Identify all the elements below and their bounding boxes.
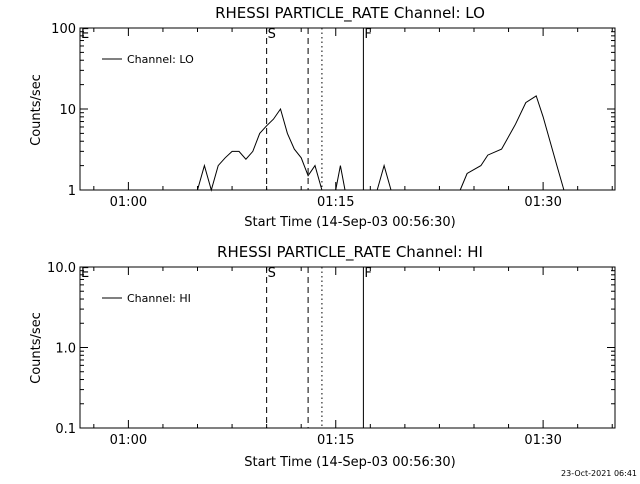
x-tick-label: 01:15 <box>317 433 354 448</box>
y-tick-label: 0.1 <box>55 422 76 437</box>
x-tick-label: 01:00 <box>110 195 147 210</box>
legend: Channel: HI <box>102 292 191 305</box>
series-line <box>336 166 345 190</box>
x-tick-label: 01:30 <box>524 433 561 448</box>
event-markers: ESFFE <box>81 27 640 190</box>
event-label: F <box>364 27 371 42</box>
x-axis-label: Start Time (14-Sep-03 00:56:30) <box>244 455 455 470</box>
y-tick-label: 10.0 <box>47 261 76 276</box>
legend-label: Channel: HI <box>127 292 191 305</box>
y-tick-label: 1.0 <box>55 342 76 357</box>
y-axis: 1 10 100 <box>51 22 615 199</box>
y-tick-label: 1 <box>68 184 76 199</box>
y-axis-label: Counts/sec <box>29 312 44 384</box>
y-tick-label: 10 <box>59 103 76 118</box>
event-label: S <box>268 266 276 281</box>
footer-timestamp: 23-Oct-2021 06:41 <box>561 469 637 478</box>
legend: Channel: LO <box>102 53 194 66</box>
chart-title: RHESSI PARTICLE_RATE Channel: LO <box>215 4 485 23</box>
chart-panel-lo: RHESSI PARTICLE_RATE Channel: LO Counts/… <box>29 4 640 230</box>
y-axis: 0.1 1.0 10.0 <box>47 261 615 437</box>
x-tick-label: 01:15 <box>317 195 354 210</box>
plot-area: 01:0001:1501:3001:4502:0002:1502:3011010… <box>51 22 640 210</box>
x-tick-label: 01:30 <box>524 195 561 210</box>
series-line <box>198 109 322 190</box>
chart-panel-hi: RHESSI PARTICLE_RATE Channel: HI Counts/… <box>29 243 640 470</box>
event-markers: ESFFE <box>81 266 640 428</box>
series-line <box>377 166 391 190</box>
x-axis-label: Start Time (14-Sep-03 00:56:30) <box>244 215 455 230</box>
legend-label: Channel: LO <box>127 53 194 66</box>
event-label: F <box>364 266 371 281</box>
x-tick-label: 01:00 <box>110 433 147 448</box>
series <box>198 28 640 190</box>
chart-title: RHESSI PARTICLE_RATE Channel: HI <box>217 243 483 262</box>
plot-area: 01:0001:1501:3001:4502:0002:1502:300.11.… <box>47 261 640 448</box>
event-label: E <box>81 27 89 42</box>
y-axis-label: Counts/sec <box>29 74 44 146</box>
event-label: E <box>81 266 89 281</box>
event-label: S <box>268 27 276 42</box>
series-line <box>460 96 564 190</box>
y-tick-label: 100 <box>51 22 76 37</box>
